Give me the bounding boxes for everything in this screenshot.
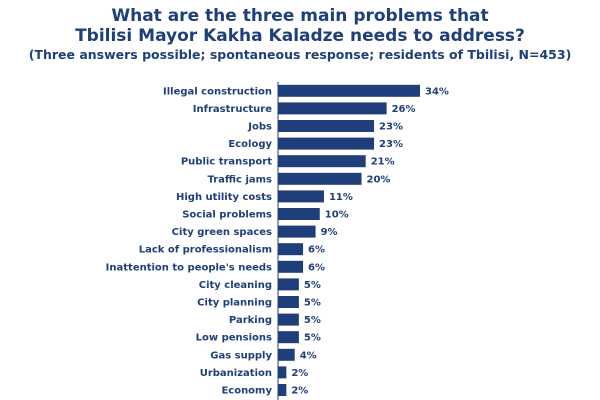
bar — [278, 278, 299, 291]
value-label: 6% — [308, 245, 325, 256]
value-label: 26% — [392, 104, 416, 115]
value-label: 6% — [308, 262, 325, 273]
bar — [278, 313, 299, 326]
value-label: 2% — [291, 386, 308, 397]
value-label: 23% — [379, 122, 403, 133]
category-label: City cleaning — [199, 280, 272, 291]
value-label: 5% — [304, 333, 321, 344]
bar — [278, 384, 287, 396]
category-label: Traffic jams — [207, 174, 272, 185]
value-label: 11% — [329, 192, 353, 203]
value-label: 9% — [321, 227, 338, 238]
category-label: Urbanization — [200, 368, 272, 379]
category-label: City planning — [197, 298, 272, 309]
category-label: City green spaces — [172, 227, 272, 238]
category-label: Gas supply — [210, 350, 272, 361]
bar — [278, 137, 375, 150]
value-label: 21% — [371, 157, 395, 168]
bar — [278, 366, 287, 379]
bar — [278, 225, 316, 238]
value-label: 5% — [304, 315, 321, 326]
bar — [278, 155, 366, 168]
category-label: Ecology — [228, 139, 272, 150]
category-label: High utility costs — [176, 192, 272, 203]
bar — [278, 348, 295, 361]
bar — [278, 243, 304, 256]
category-label: Illegal construction — [163, 86, 272, 97]
title-block: What are the three main problems that Tb… — [0, 6, 600, 63]
bar — [278, 296, 299, 308]
category-label: Low pensions — [196, 333, 272, 344]
bar — [278, 190, 324, 203]
chart-title-line-2: Tbilisi Mayor Kakha Kaladze needs to add… — [75, 26, 525, 46]
value-label: 23% — [379, 139, 403, 150]
bar — [278, 208, 320, 220]
bar — [278, 84, 420, 97]
value-label: 20% — [367, 174, 391, 185]
category-label: Social problems — [182, 210, 272, 221]
category-label: Economy — [221, 386, 272, 397]
bar — [278, 331, 299, 344]
value-label: 4% — [300, 350, 317, 361]
chart-title-line-1: What are the three main problems that — [111, 6, 489, 26]
category-label: Lack of professionalism — [139, 245, 272, 256]
value-label: 5% — [304, 280, 321, 291]
bar — [278, 172, 362, 185]
value-label: 10% — [325, 210, 349, 221]
value-label: 2% — [291, 368, 308, 379]
value-label: 34% — [425, 86, 449, 97]
value-label: 5% — [304, 298, 321, 309]
category-label: Public transport — [181, 157, 272, 168]
bar — [278, 120, 375, 132]
bar — [278, 102, 387, 115]
category-label: Parking — [229, 315, 272, 326]
category-label: Infrastructure — [193, 104, 272, 115]
category-label: Inattention to people's needs — [106, 262, 272, 273]
chart-subtitle: (Three answers possible; spontaneous res… — [28, 47, 572, 62]
category-label: Jobs — [247, 122, 272, 133]
bar — [278, 260, 304, 273]
